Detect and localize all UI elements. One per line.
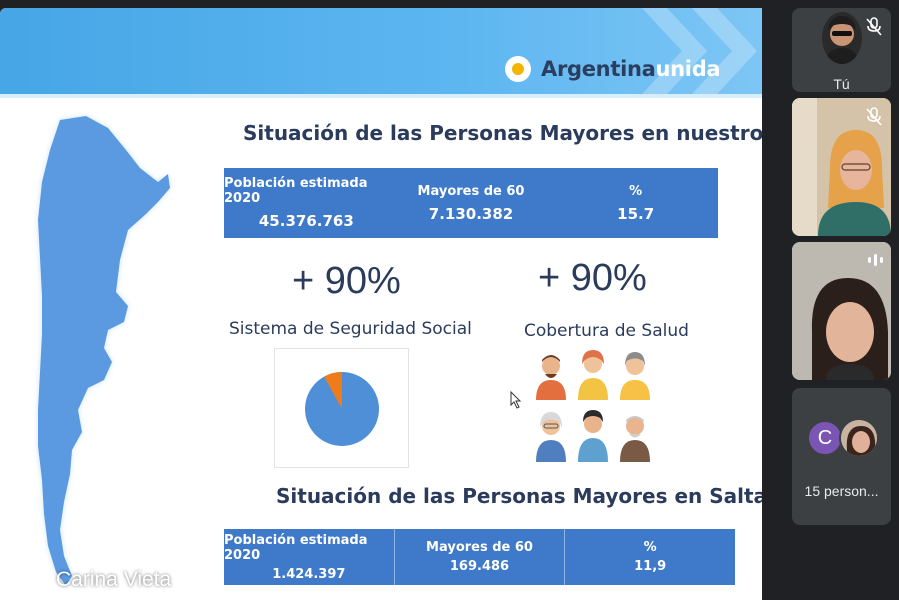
social-security-label: Sistema de Seguridad Social <box>229 319 472 339</box>
pie-slice-rest <box>324 372 342 409</box>
header-stripe <box>0 94 762 98</box>
mic-off-icon <box>866 17 882 36</box>
sun-icon <box>505 56 531 82</box>
salta-population-cell: Población estimada 2020 1.424.397 <box>224 529 395 585</box>
self-avatar <box>822 12 862 64</box>
logo-word-argentina: Argentina <box>541 57 656 81</box>
slide-header-band: Argentinaunida <box>0 8 762 94</box>
national-stats-table: Población estimada 2020 45.376.763 Mayor… <box>224 168 718 238</box>
salta-percent-cell: % 11,9 <box>565 529 735 585</box>
salta-over60-value: 169.486 <box>449 559 510 574</box>
pie-chart-svg <box>305 372 379 446</box>
salta-percent-header: % <box>643 540 657 555</box>
participant-avatar-initial: C <box>807 420 843 456</box>
salta-title: Situación de las Personas Mayores en Sal… <box>276 484 762 508</box>
participant-avatar-photo <box>839 418 879 458</box>
salta-population-value: 1.424.397 <box>272 566 346 582</box>
coverage-pie-chart <box>274 348 409 468</box>
national-population-value: 45.376.763 <box>258 212 354 230</box>
argentina-unida-logo: Argentinaunida <box>505 56 721 82</box>
participant-tile[interactable] <box>792 98 891 236</box>
self-video-tile[interactable]: Tú <box>792 8 891 92</box>
others-count-label: 15 person... <box>804 483 879 499</box>
presenter-label: Carina Vieta <box>20 568 171 592</box>
argentina-map <box>8 110 173 600</box>
argentina-map-icon <box>38 116 170 586</box>
presented-slide: Argentinaunida Situación de las Personas… <box>0 8 762 600</box>
speaking-indicator-icon <box>868 254 883 266</box>
participant-video <box>792 242 891 380</box>
others-tile[interactable]: C 15 person... <box>792 388 891 525</box>
header-chevron-decoration <box>642 8 757 94</box>
elderly-people-illustration <box>530 348 660 468</box>
national-percent-header: % <box>629 183 643 199</box>
salta-population-header: Población estimada 2020 <box>224 532 368 563</box>
people-group-icon <box>536 350 650 462</box>
social-security-percent: + 90% <box>292 260 401 302</box>
salta-over60-cell: Mayores de 60 169.486 <box>395 529 566 585</box>
mouse-cursor-icon <box>510 391 522 409</box>
health-coverage-label: Cobertura de Salud <box>524 321 689 341</box>
national-percent-cell: % 15.7 <box>553 168 718 238</box>
national-over60-cell: Mayores de 60 7.130.382 <box>389 168 554 238</box>
salta-over60-header: Mayores de 60 <box>426 540 533 555</box>
national-over60-header: Mayores de 60 <box>417 183 525 199</box>
self-label: Tú <box>833 76 850 92</box>
national-percent-value: 15.7 <box>617 204 655 223</box>
mic-off-icon <box>866 107 882 126</box>
national-title: Situación de las Personas Mayores en nue… <box>243 121 762 145</box>
logo-word-unida: unida <box>655 57 721 81</box>
presenter-name: Carina Vieta <box>56 568 172 591</box>
national-population-cell: Población estimada 2020 45.376.763 <box>224 168 389 238</box>
health-coverage-percent: + 90% <box>538 257 647 299</box>
national-population-header: Población estimada 2020 <box>224 176 368 206</box>
participant-tile[interactable] <box>792 242 891 380</box>
salta-stats-table: Población estimada 2020 1.424.397 Mayore… <box>224 529 735 585</box>
mic-off-icon <box>23 570 41 590</box>
national-over60-value: 7.130.382 <box>428 204 514 223</box>
salta-percent-value: 11,9 <box>634 559 667 574</box>
